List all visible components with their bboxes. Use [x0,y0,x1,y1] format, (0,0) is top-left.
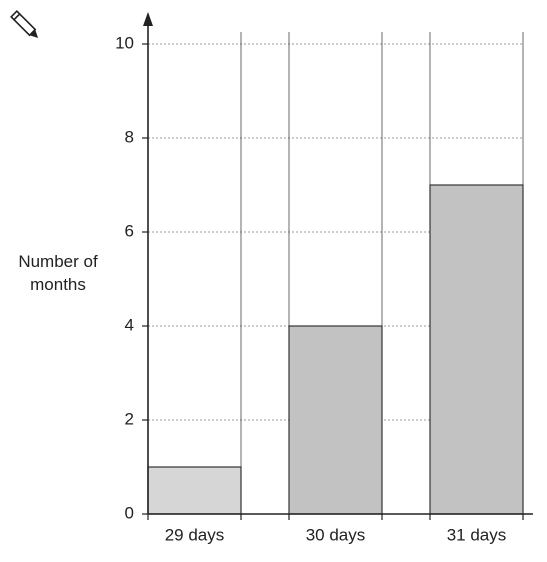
y-tick-label: 0 [125,503,134,522]
x-tick-label: 29 days [165,525,225,544]
bar [429,184,524,515]
y-tick-label: 2 [125,409,134,428]
y-tick-label: 10 [115,33,134,52]
y-tick-label: 8 [125,127,134,146]
pencil-icon [10,10,39,39]
y-axis-arrow [143,12,153,26]
x-tick-label: 31 days [447,525,507,544]
y-tick-label: 4 [125,315,134,334]
bar [288,325,383,515]
y-tick-label: 6 [125,221,134,240]
bar [147,466,242,515]
x-tick-label: 30 days [306,525,366,544]
y-axis-label: Number of months [18,252,98,294]
